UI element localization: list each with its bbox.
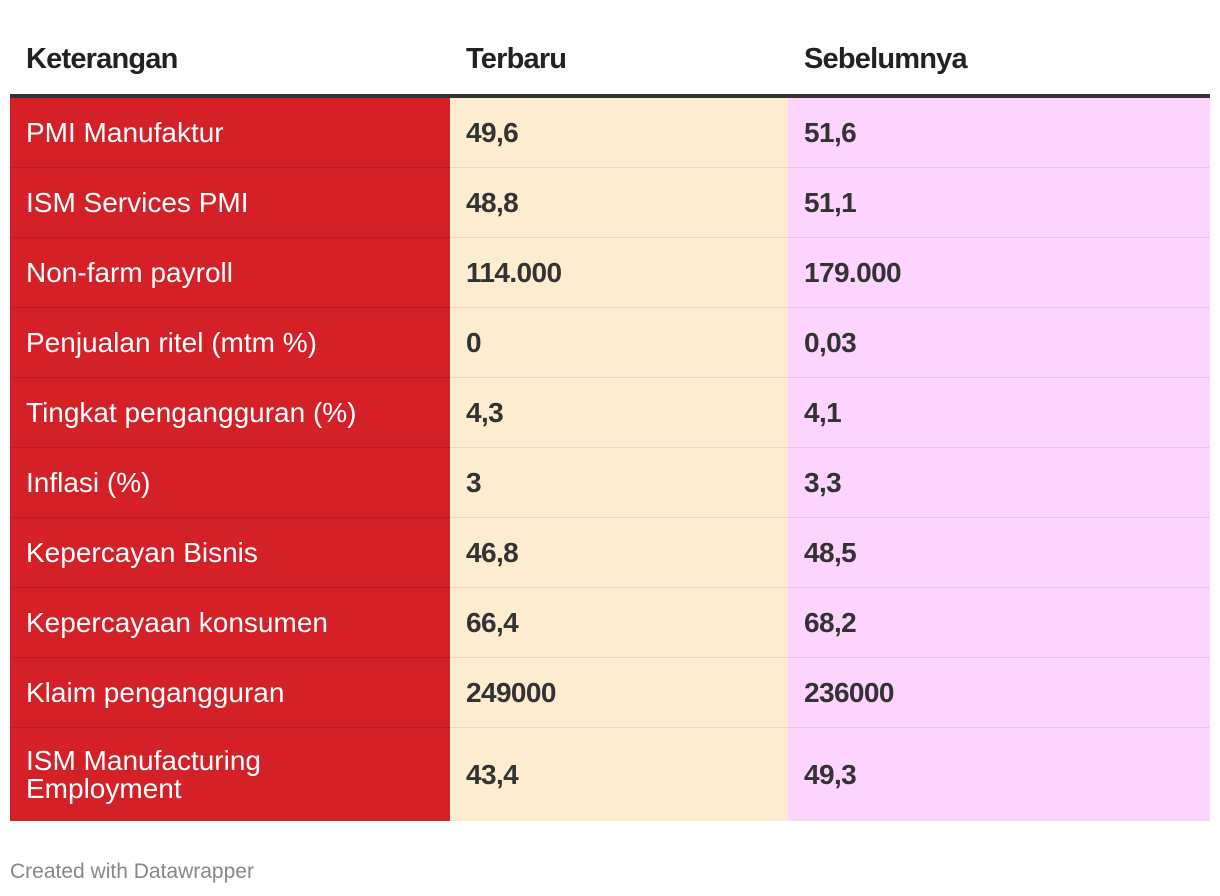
previous-value: 51,6: [788, 98, 1210, 168]
table-row: Kepercayaan konsumen 66,4 68,2: [10, 588, 1210, 658]
row-label: Klaim pengangguran: [10, 658, 450, 728]
latest-value: 114.000: [450, 238, 788, 308]
latest-value: 46,8: [450, 518, 788, 588]
table-row: Penjualan ritel (mtm %) 0 0,03: [10, 308, 1210, 378]
previous-value: 49,3: [788, 728, 1210, 821]
column-header-terbaru: Terbaru: [466, 42, 567, 75]
latest-value: 66,4: [450, 588, 788, 658]
row-label: PMI Manufaktur: [10, 98, 450, 168]
previous-value: 236000: [788, 658, 1210, 728]
table-row: ISM Manufacturing Employment 43,4 49,3: [10, 728, 1210, 821]
latest-value: 49,6: [450, 98, 788, 168]
previous-value: 51,1: [788, 168, 1210, 238]
table-row: Inflasi (%) 3 3,3: [10, 448, 1210, 518]
datawrapper-credit: Created with Datawrapper: [10, 860, 254, 883]
latest-value: 43,4: [450, 728, 788, 821]
table-row: Kepercayan Bisnis 46,8 48,5: [10, 518, 1210, 588]
table-row: Non-farm payroll 114.000 179.000: [10, 238, 1210, 308]
previous-value: 0,03: [788, 308, 1210, 378]
row-label: Non-farm payroll: [10, 238, 450, 308]
latest-value: 3: [450, 448, 788, 518]
data-table: Keterangan Terbaru Sebelumnya PMI Manufa…: [10, 24, 1210, 821]
latest-value: 48,8: [450, 168, 788, 238]
previous-value: 48,5: [788, 518, 1210, 588]
previous-value: 3,3: [788, 448, 1210, 518]
table-row: Klaim pengangguran 249000 236000: [10, 658, 1210, 728]
row-label: Kepercayaan konsumen: [10, 588, 450, 658]
previous-value: 179.000: [788, 238, 1210, 308]
latest-value: 249000: [450, 658, 788, 728]
table-row: ISM Services PMI 48,8 51,1: [10, 168, 1210, 238]
row-label: Penjualan ritel (mtm %): [10, 308, 450, 378]
row-label: ISM Services PMI: [10, 168, 450, 238]
latest-value: 0: [450, 308, 788, 378]
table-row: Tingkat pengangguran (%) 4,3 4,1: [10, 378, 1210, 448]
row-label: Kepercayan Bisnis: [10, 518, 450, 588]
latest-value: 4,3: [450, 378, 788, 448]
table-body: PMI Manufaktur 49,6 51,6 ISM Services PMI 48…: [10, 98, 1210, 821]
column-header-sebelumnya: Sebelumnya: [804, 42, 968, 75]
previous-value: 68,2: [788, 588, 1210, 658]
table-header: Keterangan Terbaru Sebelumnya: [10, 24, 1210, 98]
row-label: Inflasi (%): [10, 448, 450, 518]
previous-value: 4,1: [788, 378, 1210, 448]
table-row: PMI Manufaktur 49,6 51,6: [10, 98, 1210, 168]
row-label: Tingkat pengangguran (%): [10, 378, 450, 448]
column-header-keterangan: Keterangan: [26, 42, 178, 75]
row-label: ISM Manufacturing Employment: [10, 728, 450, 821]
